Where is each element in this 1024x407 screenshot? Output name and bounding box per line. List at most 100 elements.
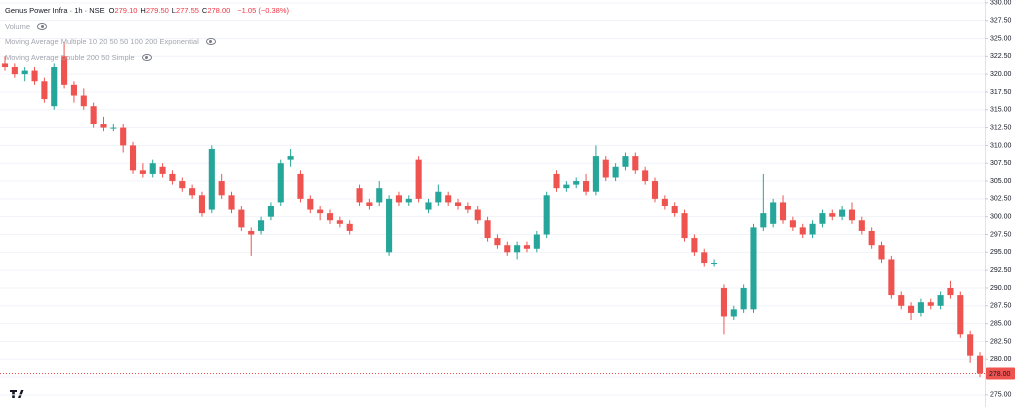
candle-body bbox=[592, 156, 599, 192]
candle-body bbox=[11, 67, 18, 75]
candle-body bbox=[454, 202, 462, 206]
candle-body bbox=[356, 188, 363, 203]
candle-body bbox=[602, 159, 609, 178]
candle-body bbox=[494, 238, 501, 246]
visibility-toggle[interactable] bbox=[205, 38, 216, 46]
ohlc-value: 279.50 bbox=[145, 6, 169, 15]
y-tick-label: 275.00 bbox=[990, 392, 1012, 399]
candle-body bbox=[1, 63, 9, 68]
candle-body bbox=[848, 209, 856, 221]
candle-body bbox=[523, 245, 531, 249]
y-tick-label: 295.00 bbox=[990, 249, 1012, 256]
y-tick-label: 287.50 bbox=[990, 303, 1012, 310]
last-price-label: 278.00 bbox=[989, 371, 1011, 378]
candle-body bbox=[139, 170, 146, 174]
candle-body bbox=[770, 202, 777, 224]
candle-body bbox=[287, 156, 294, 160]
ohlc-label: L bbox=[171, 6, 176, 15]
candle-body bbox=[21, 70, 28, 75]
candle-body bbox=[51, 67, 58, 107]
candle-body bbox=[553, 173, 560, 189]
ohlc-value: 277.55 bbox=[175, 6, 199, 15]
candle-body bbox=[189, 188, 196, 196]
candle-body bbox=[543, 195, 550, 235]
candle-body bbox=[386, 198, 393, 253]
candle-body bbox=[326, 213, 334, 221]
candle-body bbox=[317, 209, 324, 214]
candle-body bbox=[208, 148, 215, 210]
candle-body bbox=[612, 166, 619, 178]
candle-body bbox=[868, 230, 875, 246]
candle-body bbox=[425, 202, 432, 210]
candle-body bbox=[967, 334, 974, 356]
candle-body bbox=[297, 173, 304, 199]
candle-body bbox=[80, 95, 87, 107]
change: −1.05 (−0.38%) bbox=[237, 6, 289, 15]
candle-body bbox=[238, 209, 245, 228]
candle-body bbox=[110, 127, 117, 129]
candle-body bbox=[957, 295, 964, 335]
candle-body bbox=[179, 181, 186, 189]
candle-body bbox=[720, 287, 727, 317]
candle-body bbox=[90, 106, 97, 125]
candle-body bbox=[228, 195, 235, 210]
candle-body bbox=[563, 184, 570, 189]
candle-body bbox=[760, 213, 767, 228]
ohlc-item: O279.10 bbox=[109, 6, 141, 15]
candle-body bbox=[366, 202, 373, 206]
candle-body bbox=[681, 213, 688, 239]
logo-shape bbox=[10, 390, 24, 398]
candle-body bbox=[947, 287, 954, 296]
visibility-toggle[interactable] bbox=[37, 22, 48, 30]
candle-body bbox=[839, 209, 846, 217]
candle-body bbox=[730, 309, 737, 317]
candle-body bbox=[622, 156, 629, 167]
candle-body bbox=[632, 156, 639, 171]
visibility-toggle[interactable] bbox=[141, 53, 152, 61]
grid bbox=[0, 2, 985, 396]
candle-body bbox=[484, 220, 491, 239]
indicator-row: Moving Average Double 200 50 Simple bbox=[5, 50, 289, 66]
candle-body bbox=[307, 198, 314, 210]
y-tick-label: 320.00 bbox=[990, 71, 1012, 78]
last-price-badge bbox=[986, 367, 1015, 380]
candle-body bbox=[976, 355, 984, 374]
indicator-name: Moving Average Multiple 10 20 50 50 100 … bbox=[5, 37, 199, 46]
indicator-row: Volume bbox=[5, 19, 289, 35]
candle-body bbox=[898, 295, 905, 306]
candle-body bbox=[888, 259, 895, 296]
candle-body bbox=[100, 124, 107, 128]
candle-body bbox=[159, 166, 166, 174]
y-tick-label: 322.50 bbox=[990, 53, 1012, 60]
indicators: Volume Moving Average Multiple 10 20 50 5… bbox=[5, 19, 289, 66]
candle-body bbox=[258, 220, 265, 231]
candle-body bbox=[376, 188, 383, 203]
indicator-row: Moving Average Multiple 10 20 50 50 100 … bbox=[5, 34, 289, 50]
candle-body bbox=[464, 205, 471, 210]
ohlc-item: H279.50 bbox=[140, 6, 171, 15]
candle-body bbox=[829, 213, 836, 217]
candle-body bbox=[514, 245, 521, 253]
y-tick-label: 292.50 bbox=[990, 267, 1012, 274]
candle-body bbox=[435, 191, 442, 203]
candle-body bbox=[651, 181, 659, 199]
candle-body bbox=[937, 295, 944, 306]
ohlc-label: O bbox=[108, 6, 115, 15]
candle-body bbox=[169, 173, 176, 182]
candle-body bbox=[701, 252, 708, 264]
y-tick-label: 330.00 bbox=[990, 0, 1012, 7]
y-tick-label: 317.50 bbox=[990, 89, 1012, 96]
candle-body bbox=[120, 127, 127, 146]
candle-body bbox=[277, 163, 284, 203]
ohlc-value: 279.10 bbox=[114, 6, 138, 15]
candle-body bbox=[129, 145, 137, 171]
ohlc-item: L277.55 bbox=[172, 6, 202, 15]
candle-body bbox=[878, 245, 885, 260]
y-tick-label: 300.00 bbox=[990, 214, 1012, 221]
ohlc-label: C bbox=[201, 6, 208, 15]
y-tick-label: 315.00 bbox=[990, 107, 1012, 114]
candle-body bbox=[711, 263, 718, 265]
candle-body bbox=[31, 70, 38, 82]
